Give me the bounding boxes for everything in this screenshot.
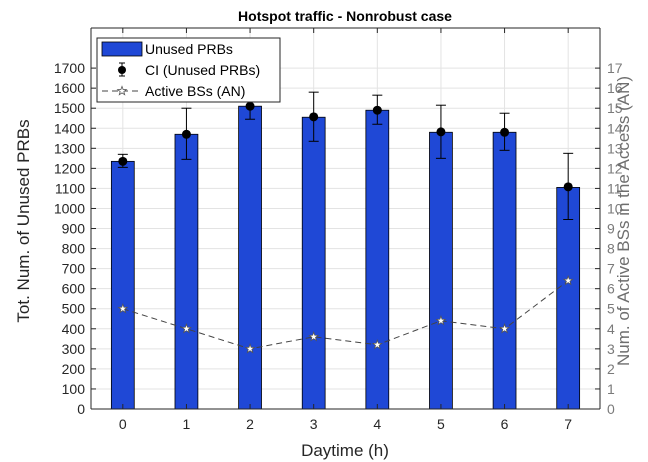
x-tick-label: 1 — [183, 416, 191, 432]
y2-tick-label: 16 — [607, 80, 623, 96]
bar-unused-prbs — [492, 131, 517, 410]
legend-label-active-bs: Active BSs (AN) — [145, 83, 245, 99]
y-tick-label: 300 — [62, 341, 86, 357]
y-tick-label: 1500 — [54, 100, 85, 116]
y2-tick-label: 12 — [607, 160, 623, 176]
x-tick-label: 6 — [501, 416, 509, 432]
y2-tick-label: 4 — [607, 321, 615, 337]
ci-point — [309, 112, 319, 122]
y2-tick-label: 15 — [607, 100, 623, 116]
y2-tick-label: 9 — [607, 221, 615, 237]
bar-unused-prbs — [556, 187, 581, 410]
ci-errorbar — [181, 107, 192, 160]
ci-point — [118, 156, 128, 166]
ci-point — [563, 182, 573, 192]
y-tick-label: 1600 — [54, 80, 85, 96]
y-tick-label: 400 — [62, 321, 86, 337]
y-tick-label: 500 — [62, 301, 86, 317]
active-bs-series — [117, 274, 574, 354]
x-tick-label: 5 — [437, 416, 445, 432]
ci-errorbar — [563, 152, 574, 221]
x-axis-title: Daytime (h) — [301, 441, 389, 460]
chart-title: Hotspot traffic - Nonrobust case — [238, 8, 452, 24]
y2-tick-label: 11 — [607, 180, 622, 196]
bar-unused-prbs — [238, 105, 262, 410]
y2-tick-label: 13 — [607, 140, 623, 156]
bar-unused-prbs — [365, 109, 390, 410]
y-tick-label: 1000 — [54, 200, 85, 216]
y2-tick-label: 2 — [607, 361, 615, 377]
ci-errorbar — [435, 104, 446, 159]
active-bs-line — [122, 280, 569, 350]
y2-tick-label: 1 — [607, 381, 615, 397]
x-tick-label: 2 — [246, 416, 254, 432]
x-tick-label: 4 — [373, 416, 381, 432]
ci-errorbar — [117, 153, 128, 168]
active-bs-point — [180, 323, 192, 334]
ci-errorbar — [308, 91, 319, 142]
y2-tick-label: 5 — [607, 301, 615, 317]
legend-swatch-ci — [118, 62, 126, 77]
legend: Unused PRBs CI (Unused PRBs) Active BSs … — [96, 37, 281, 103]
bar-unused-prbs — [429, 131, 453, 410]
y-tick-label: 1700 — [54, 60, 85, 76]
bars — [110, 105, 581, 410]
y-tick-label: 0 — [77, 401, 85, 417]
active-bs-point — [117, 302, 129, 314]
y2-tick-label: 17 — [607, 60, 623, 76]
y-tick-label: 1300 — [54, 140, 85, 156]
bar-unused-prbs — [174, 133, 199, 410]
y-axis-title: Tot. Num. of Unused PRBs — [14, 119, 33, 322]
legend-label-unused-prbs: Unused PRBs — [145, 41, 233, 57]
y2-tick-label: 8 — [607, 241, 615, 257]
bar-unused-prbs — [301, 116, 326, 410]
active-bs-point — [244, 343, 256, 354]
y2-tick-label: 0 — [607, 401, 615, 417]
ci-point — [436, 127, 446, 137]
y-tick-label: 600 — [62, 281, 86, 297]
axes — [90, 27, 601, 410]
y2-tick-label: 10 — [607, 200, 623, 216]
y2-tick-label: 6 — [607, 281, 615, 297]
tick-labels: 0100200300400500600700800900100011001200… — [54, 60, 623, 432]
bar-unused-prbs — [110, 160, 135, 410]
ci-point — [372, 105, 382, 115]
y2-tick-label: 14 — [607, 120, 623, 136]
y-tick-label: 1100 — [55, 180, 85, 196]
x-tick-label: 3 — [310, 416, 318, 432]
ci-errorbar — [499, 112, 510, 151]
y-tick-label: 100 — [62, 381, 86, 397]
y-tick-label: 1400 — [54, 120, 85, 136]
y-tick-label: 1200 — [54, 160, 85, 176]
x-tick-label: 0 — [119, 416, 127, 432]
x-tick-label: 7 — [564, 416, 572, 432]
y2-tick-label: 7 — [607, 261, 615, 277]
y-tick-label: 700 — [62, 261, 86, 277]
legend-label-ci: CI (Unused PRBs) — [145, 62, 260, 78]
y-tick-label: 800 — [62, 241, 86, 257]
y2-tick-label: 3 — [607, 341, 615, 357]
ci-errorbar — [372, 94, 383, 125]
active-bs-point — [562, 274, 574, 286]
y-tick-label: 900 — [62, 221, 86, 237]
active-bs-point — [499, 323, 511, 334]
ci-point — [245, 101, 255, 111]
ci-point — [181, 129, 191, 139]
legend-swatch-unused-prbs — [101, 41, 143, 57]
y2-axis-title: Num. of Active BSs in the Access (AN) — [614, 76, 633, 366]
legend-swatch-active-bs — [102, 85, 142, 96]
ci-point — [500, 127, 510, 137]
active-bs-point — [435, 315, 447, 326]
active-bs-point — [308, 331, 320, 342]
active-bs-point — [371, 339, 383, 350]
y-tick-label: 200 — [62, 361, 86, 377]
